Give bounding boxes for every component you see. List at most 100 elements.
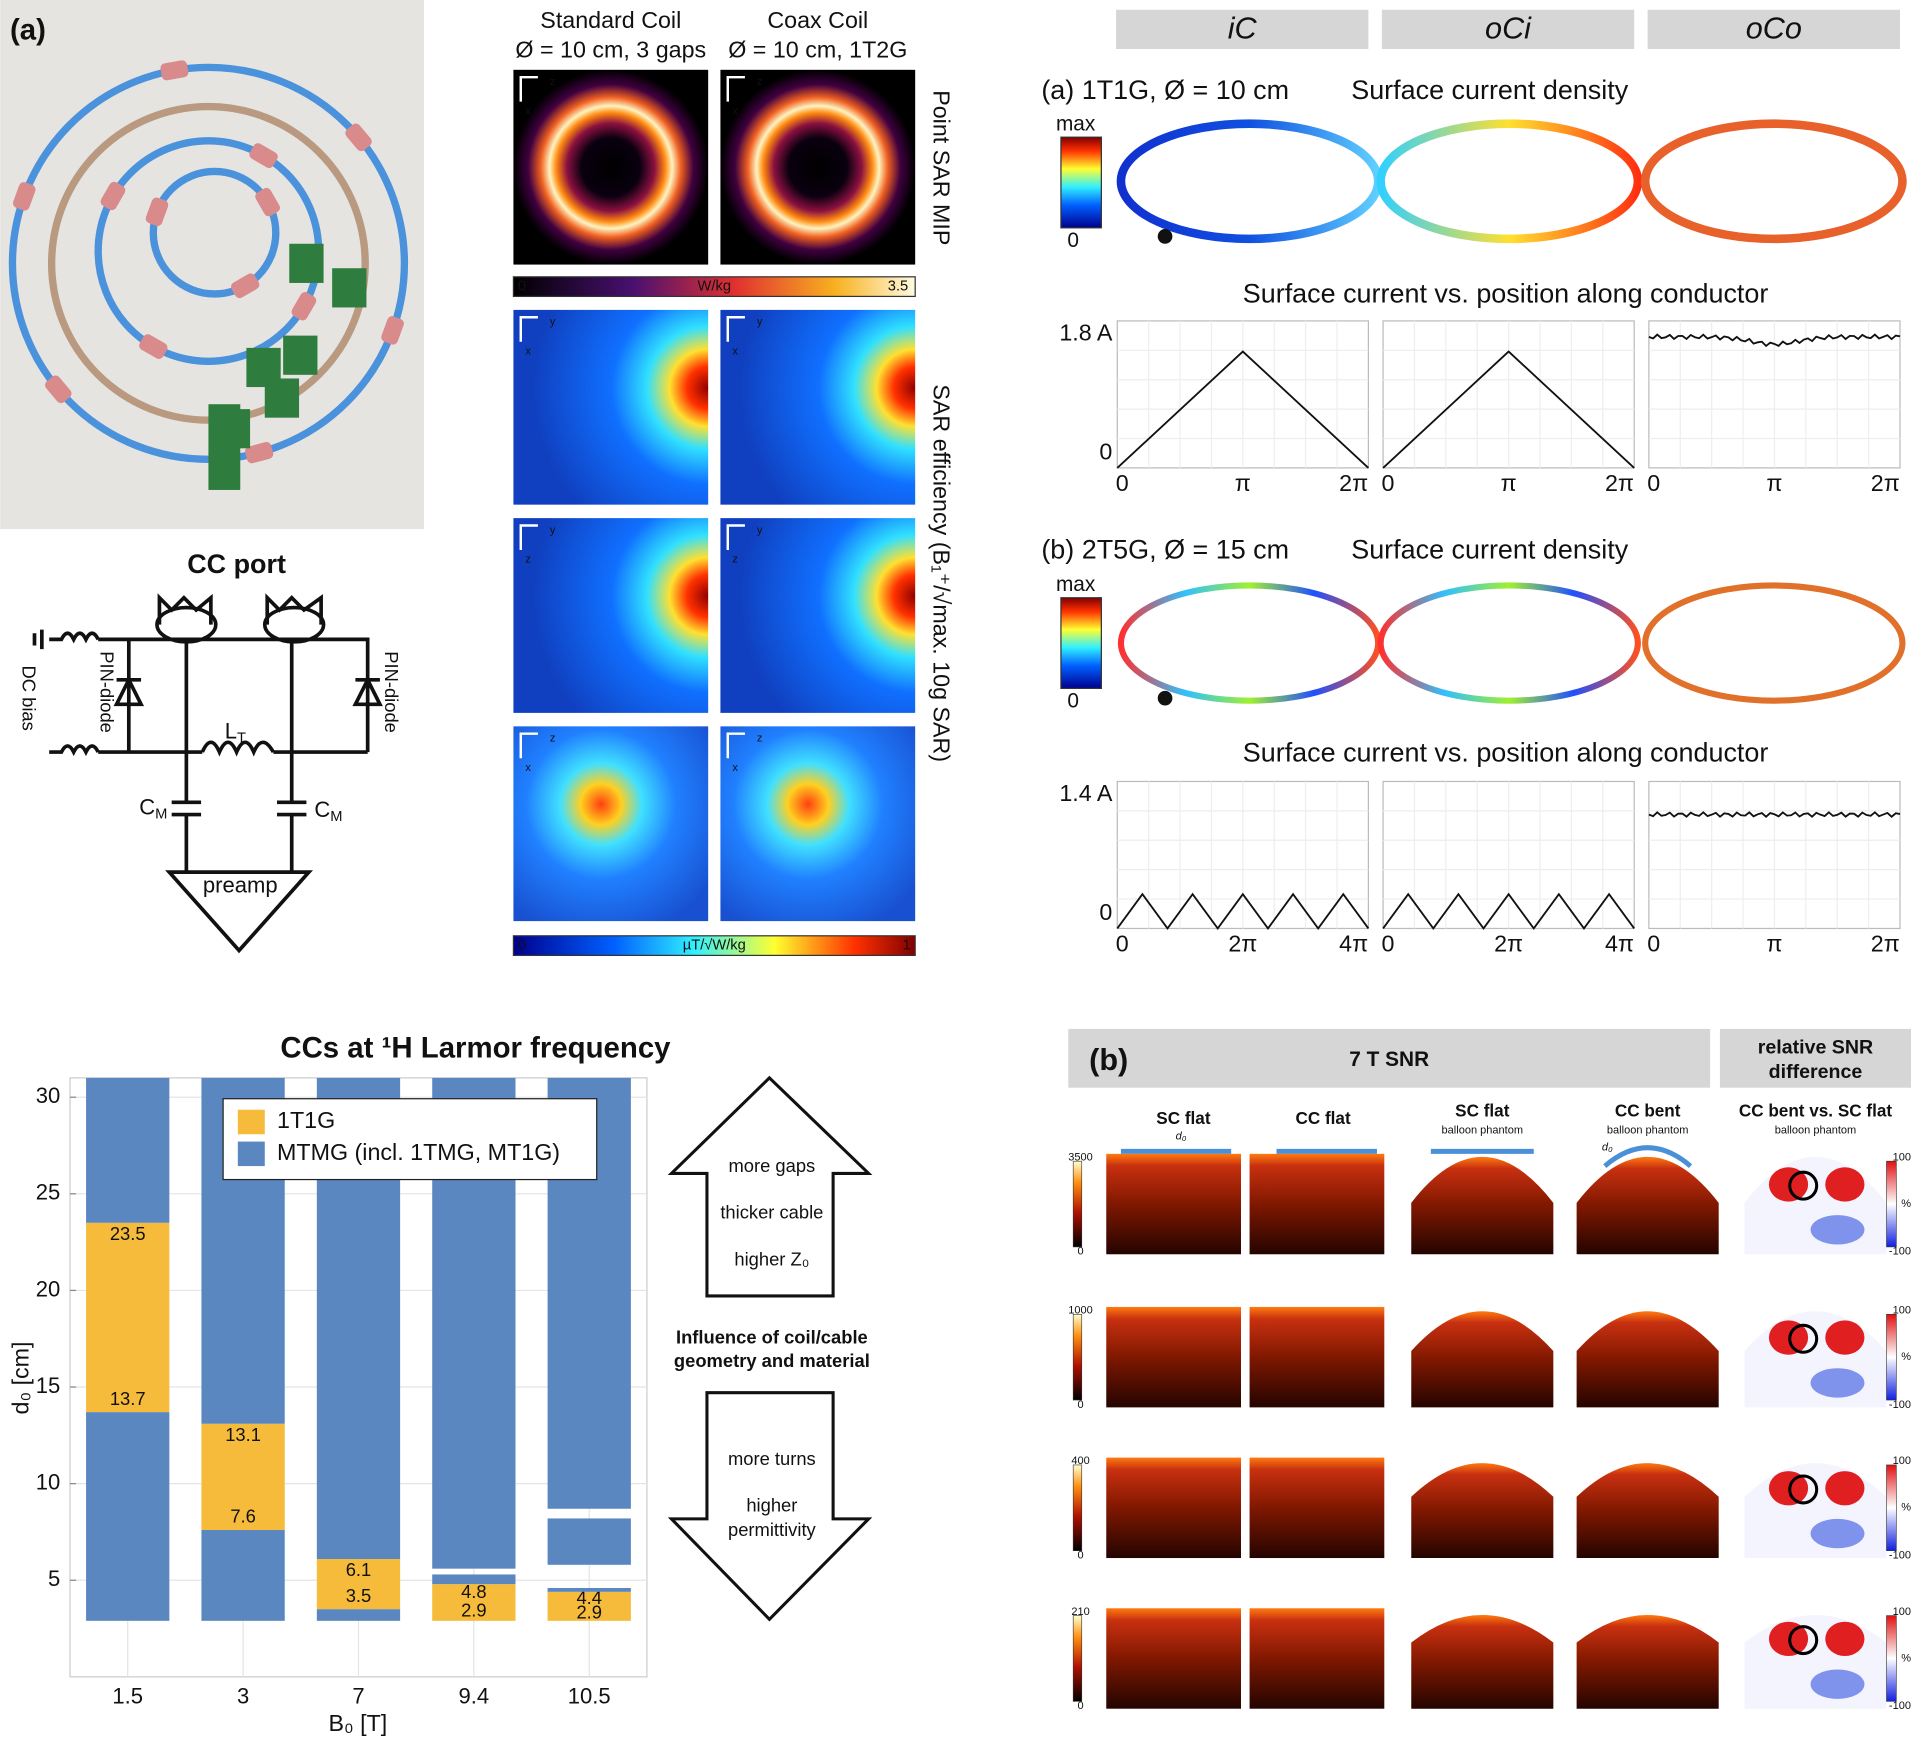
- colorbar-min: 0: [1077, 1700, 1083, 1712]
- pcb-board: [289, 243, 324, 283]
- colorbar: [1886, 1464, 1897, 1552]
- legend-swatch: [237, 1141, 265, 1167]
- component-label: CM: [314, 797, 342, 825]
- colorbar-min: 0: [1077, 1246, 1083, 1258]
- row-label: SAR efficiency (B₁⁺/√max. 10g SAR): [929, 384, 955, 762]
- colorbar-min: -100: [1889, 1550, 1911, 1562]
- colorbar-unit: %: [1901, 1198, 1911, 1210]
- column-subtitle: balloon phantom: [1607, 1124, 1688, 1136]
- y-tick-label: 5: [48, 1566, 60, 1591]
- bar-segment: [86, 1222, 170, 1413]
- colorbar: [1886, 1313, 1897, 1401]
- bar-segment: [86, 1412, 170, 1621]
- orientation-axes: [519, 732, 538, 759]
- conductor-ring: [1640, 119, 1907, 244]
- colorbar-min: 0: [1077, 1399, 1083, 1411]
- colorbar-min: 0: [518, 278, 526, 294]
- difference-map: [1744, 1615, 1887, 1709]
- snr-map: [1106, 1608, 1241, 1709]
- pcb-board: [283, 335, 318, 375]
- difference-blob: [1825, 1621, 1865, 1657]
- y-tick-label: 30: [36, 1083, 61, 1108]
- value-label: 4.4: [576, 1587, 602, 1608]
- colorbar-unit: %: [1901, 1502, 1911, 1514]
- y-tick-label: 25: [36, 1180, 61, 1205]
- balun-left: [155, 605, 218, 644]
- capacitors: [171, 641, 307, 873]
- x-tick-label: 1.5: [112, 1684, 143, 1709]
- snr-map: [1249, 1153, 1385, 1255]
- colorbar-unit: %: [1901, 1652, 1911, 1664]
- colorbar-max: 3500: [1068, 1151, 1093, 1163]
- value-label: 23.5: [110, 1223, 146, 1244]
- bar-segment: [316, 1609, 401, 1621]
- pin-diode-label: PIN-diode: [97, 651, 118, 733]
- column-title: CC flat: [1295, 1108, 1350, 1128]
- colorbar-min: -100: [1889, 1700, 1911, 1712]
- colorbar-min: 0: [1067, 689, 1079, 712]
- bar-segment: [547, 1591, 631, 1621]
- colorbar-max: 100: [1893, 1606, 1911, 1618]
- column-subtitle: Ø = 10 cm, 1T2G: [728, 37, 907, 63]
- y-tick-label: 1.4 A: [1059, 780, 1113, 806]
- chart-title: CCs at ¹H Larmor frequency: [280, 1031, 671, 1064]
- section-title: (b) 2T5G, Ø = 15 cm: [1041, 534, 1289, 564]
- value-label: 4.8: [461, 1581, 487, 1602]
- colorbar-min: 0: [1077, 1550, 1083, 1562]
- column-title: Standard Coil: [540, 7, 681, 33]
- column-title: CC bent: [1615, 1101, 1681, 1121]
- snr-map: [1106, 1153, 1241, 1255]
- bar-segment: [201, 1423, 285, 1531]
- difference-blob: [1810, 1669, 1865, 1699]
- colorbar: [1072, 1313, 1083, 1401]
- colorbar: [1072, 1615, 1083, 1702]
- value-label: 13.1: [225, 1424, 261, 1445]
- axis-letter: y: [757, 524, 763, 536]
- arrow-text: higher Z₀: [734, 1248, 809, 1269]
- difference-map: [1744, 1463, 1887, 1559]
- conductor-ring: [1116, 119, 1383, 244]
- axis-letter: x: [525, 345, 531, 357]
- value-label: 2.9: [576, 1601, 602, 1622]
- orientation-axes: [519, 75, 538, 102]
- axis-letter: z: [757, 76, 763, 88]
- snr-map: [1576, 1463, 1719, 1559]
- wires: [98, 637, 370, 754]
- value-label: 6.1: [346, 1559, 372, 1580]
- balun-loops: [157, 593, 323, 625]
- colorbar-min: 0: [518, 937, 526, 953]
- x-tick-label: 0: [1647, 931, 1660, 957]
- x-tick-label: 2π: [1494, 931, 1523, 957]
- snr-map: [1249, 1457, 1385, 1559]
- panel-label: (b): [1089, 1043, 1128, 1077]
- component-subscript: T: [237, 730, 246, 746]
- tab: [1381, 9, 1635, 49]
- x-tick-label: 0: [1382, 470, 1395, 496]
- coil-component: [255, 187, 280, 217]
- inductor: [200, 740, 275, 757]
- coil-component: [231, 273, 260, 299]
- colorbar: [1060, 597, 1102, 689]
- roi-circle: [1788, 1170, 1819, 1201]
- column-title: SC flat: [1455, 1101, 1510, 1121]
- dimension-label: d₀: [1602, 1142, 1613, 1154]
- pcb-board: [264, 378, 300, 418]
- colorbar-max: max: [1056, 573, 1096, 596]
- roi-circle: [1788, 1474, 1819, 1505]
- sar-map: [720, 726, 916, 922]
- tab: [1647, 9, 1900, 49]
- coil-inner: [149, 167, 280, 298]
- sar-map: [513, 518, 709, 713]
- bar-segment: [201, 1530, 285, 1621]
- snr-map: [1576, 1156, 1719, 1255]
- axis-letter: x: [525, 762, 531, 774]
- column-title: SC flat: [1156, 1108, 1211, 1128]
- colorbar-max: 3.5: [888, 278, 908, 294]
- component-label: LT: [225, 718, 246, 746]
- column-title: Coax Coil: [767, 7, 868, 33]
- orientation-axes: [726, 75, 745, 102]
- difference-blob: [1810, 1215, 1865, 1245]
- colorbar-unit: %: [1901, 1351, 1911, 1363]
- coil-component: [291, 292, 317, 321]
- colorbar-max: max: [1056, 112, 1096, 135]
